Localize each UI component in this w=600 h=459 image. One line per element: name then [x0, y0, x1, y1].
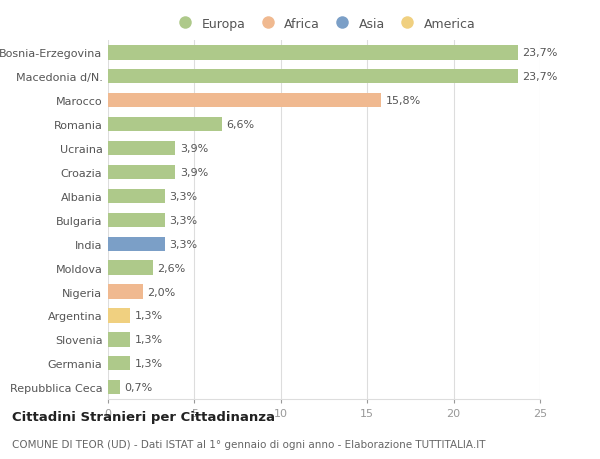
Bar [108, 165, 175, 180]
Text: 3,3%: 3,3% [169, 215, 197, 225]
Bar [108, 46, 518, 61]
Bar [108, 141, 175, 156]
Text: 23,7%: 23,7% [522, 48, 557, 58]
Bar [108, 380, 120, 395]
Text: 23,7%: 23,7% [522, 72, 557, 82]
Text: 3,3%: 3,3% [169, 239, 197, 249]
Text: 3,9%: 3,9% [180, 168, 208, 178]
Text: 1,3%: 1,3% [135, 358, 163, 369]
Text: 3,9%: 3,9% [180, 144, 208, 154]
Bar [108, 70, 518, 84]
Bar [108, 237, 165, 252]
Text: 3,3%: 3,3% [169, 191, 197, 202]
Text: 15,8%: 15,8% [385, 96, 421, 106]
Text: 2,6%: 2,6% [157, 263, 185, 273]
Legend: Europa, Africa, Asia, America: Europa, Africa, Asia, America [170, 15, 478, 34]
Bar [108, 94, 381, 108]
Bar [108, 332, 130, 347]
Text: 1,3%: 1,3% [135, 311, 163, 321]
Bar [108, 213, 165, 228]
Text: 1,3%: 1,3% [135, 335, 163, 345]
Bar [108, 118, 222, 132]
Bar [108, 356, 130, 371]
Text: 0,7%: 0,7% [124, 382, 152, 392]
Text: COMUNE DI TEOR (UD) - Dati ISTAT al 1° gennaio di ogni anno - Elaborazione TUTTI: COMUNE DI TEOR (UD) - Dati ISTAT al 1° g… [12, 440, 485, 449]
Bar [108, 308, 130, 323]
Bar [108, 189, 165, 204]
Text: 6,6%: 6,6% [226, 120, 254, 130]
Text: Cittadini Stranieri per Cittadinanza: Cittadini Stranieri per Cittadinanza [12, 410, 275, 423]
Bar [108, 261, 153, 275]
Bar [108, 285, 143, 299]
Text: 2,0%: 2,0% [147, 287, 175, 297]
